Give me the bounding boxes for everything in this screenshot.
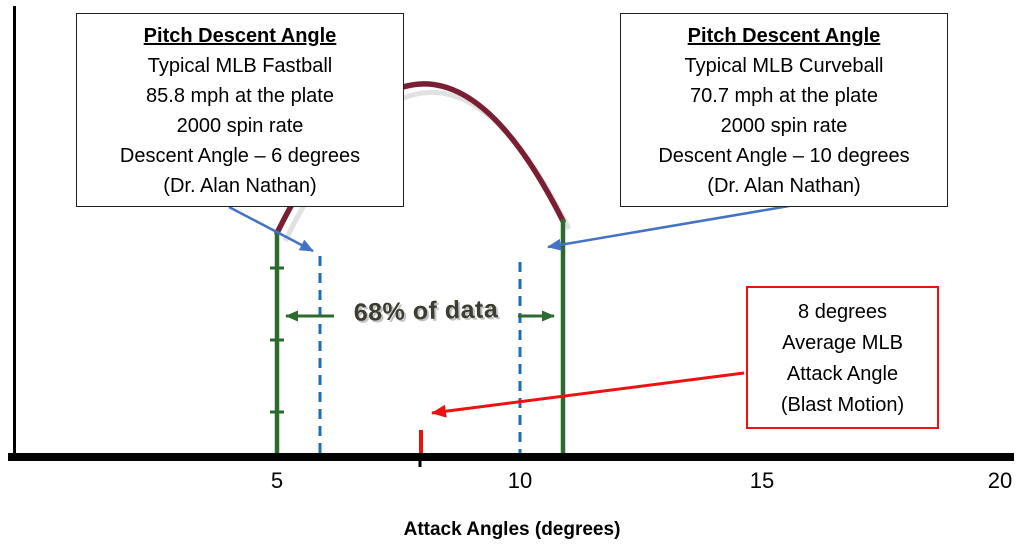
curveball-box-line: 70.7 mph at the plate <box>690 85 878 107</box>
curveball-box-line: Typical MLB Curveball <box>684 55 884 77</box>
x-axis-tick-label-15: 15 <box>749 468 775 493</box>
fastball-box-line: Descent Angle – 6 degrees <box>119 145 361 167</box>
x-axis-title: Attack Angles (degrees) <box>403 519 621 540</box>
curveball-box-title: Pitch Descent Angle <box>687 25 881 47</box>
band-68pct-label: 68% of data <box>353 295 499 327</box>
curveball-box-line: 2000 spin rate <box>720 115 848 137</box>
attack-box-line: Average MLB <box>782 332 903 354</box>
fastball-box-title: Pitch Descent Angle <box>143 25 337 47</box>
fastball-box-line: (Dr. Alan Nathan) <box>163 175 317 197</box>
attack-box-line: Attack Angle <box>786 363 899 385</box>
attack-angle-callout-arrow <box>431 371 745 418</box>
curveball-callout-arrow <box>547 204 790 251</box>
curveball-annotation-box: Pitch Descent Angle Typical MLB Curvebal… <box>620 13 948 207</box>
curveball-box-line: Descent Angle – 10 degrees <box>658 145 910 167</box>
fastball-box-line: 85.8 mph at the plate <box>146 85 334 107</box>
x-axis-tick-label-5: 5 <box>270 468 284 493</box>
fastball-box-line: Typical MLB Fastball <box>147 55 333 77</box>
fastball-callout-arrow <box>228 205 314 253</box>
attack-angle-annotation-box: 8 degrees Average MLB Attack Angle (Blas… <box>746 286 939 429</box>
fastball-box-line: 2000 spin rate <box>176 115 304 137</box>
attack-box-line: 8 degrees <box>798 301 887 323</box>
x-axis-tick-label-10: 10 <box>507 468 533 493</box>
attack-box-line: (Blast Motion) <box>780 394 905 416</box>
curveball-box-line: (Dr. Alan Nathan) <box>707 175 861 197</box>
fastball-annotation-box: Pitch Descent Angle Typical MLB Fastball… <box>76 13 404 207</box>
x-axis-tick-label-20: 20 <box>987 468 1013 493</box>
